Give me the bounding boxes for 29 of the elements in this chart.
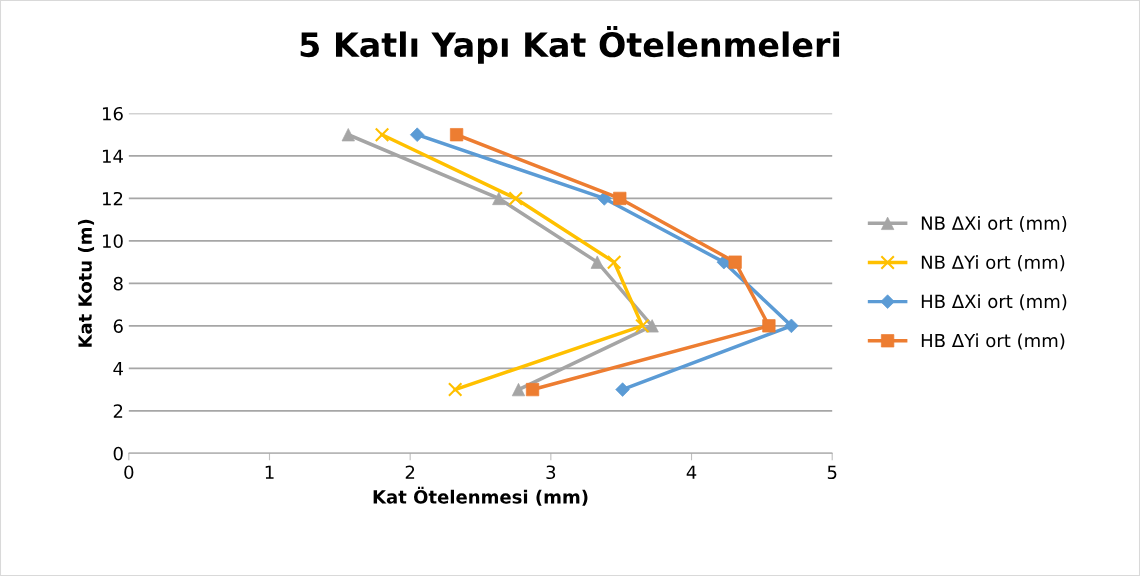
point: [635, 318, 650, 334]
point: [449, 128, 464, 142]
point: [447, 382, 463, 397]
x-tick-label: 0: [124, 465, 134, 480]
point: [606, 254, 622, 270]
legend-label: HB ΔXi ort (mm): [921, 294, 1067, 311]
x-tick-label: 2: [405, 465, 415, 479]
x-axis-title: Kat Ötelenmesi (mm): [373, 486, 588, 506]
y-tick-label: 14: [102, 149, 123, 163]
x-tick-label: 1: [265, 465, 274, 479]
y-tick-label: 2: [113, 404, 123, 418]
y-tick-label: 12: [102, 191, 123, 206]
y-tick-label: 6: [113, 319, 123, 333]
legend-label: HB ΔYi ort (mm): [921, 333, 1065, 350]
y-tick-label: 16: [102, 106, 123, 121]
legend-label: NB ΔYi ort (mm): [921, 255, 1065, 272]
chart-title: 5 Katlı Yapı Kat Ötelenmeleri: [300, 25, 840, 64]
x-tick-label: 5: [827, 465, 837, 480]
legend-label: NB ΔXi ort (mm): [921, 215, 1067, 233]
y-tick-label: 8: [113, 276, 123, 291]
x-tick-label: 3: [546, 465, 556, 480]
point: [374, 127, 390, 142]
y-axis-title: Kat Kotu (m): [77, 219, 95, 347]
x-tick-label: 4: [686, 465, 697, 479]
y-tick-label: 10: [102, 234, 123, 249]
y-tick-label: 0: [113, 446, 123, 461]
point: [613, 191, 627, 206]
y-tick-label: 4: [113, 362, 123, 376]
point: [508, 191, 523, 206]
